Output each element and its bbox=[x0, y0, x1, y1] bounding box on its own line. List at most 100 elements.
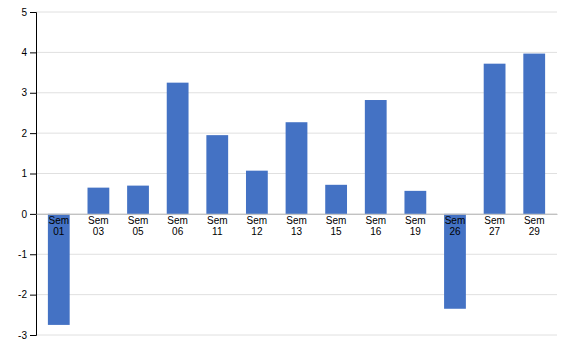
x-tick-label-line: 16 bbox=[370, 226, 382, 237]
y-tick-mark bbox=[30, 254, 36, 255]
y-tick-mark bbox=[30, 133, 36, 134]
x-tick-label: Sem26 bbox=[445, 215, 466, 237]
x-tick-label: Sem27 bbox=[484, 215, 505, 237]
y-tick: 0 bbox=[21, 209, 36, 220]
y-tick-label: 1 bbox=[21, 168, 27, 179]
y-tick: -3 bbox=[18, 330, 36, 341]
bar bbox=[325, 185, 347, 214]
grid-line bbox=[36, 12, 557, 13]
x-tick-label-line: 19 bbox=[410, 226, 422, 237]
grid-line bbox=[36, 335, 557, 336]
x-tick: Sem19 bbox=[405, 215, 426, 237]
x-tick: Sem06 bbox=[167, 215, 188, 237]
bar bbox=[167, 83, 189, 214]
x-tick-label-line: 06 bbox=[172, 226, 184, 237]
x-tick-label: Sem13 bbox=[286, 215, 307, 237]
x-tick-label: Sem19 bbox=[405, 215, 426, 237]
x-tick-label-line: 03 bbox=[93, 226, 105, 237]
x-tick-label: Sem16 bbox=[365, 215, 386, 237]
y-tick: -1 bbox=[18, 249, 36, 260]
x-tick-label-line: 15 bbox=[331, 226, 343, 237]
y-tick-mark bbox=[30, 295, 36, 296]
y-axis-line bbox=[30, 13, 37, 336]
x-tick-label-line: 27 bbox=[489, 226, 501, 237]
y-tick-label: 5 bbox=[21, 7, 27, 18]
x-tick-label-line: Sem bbox=[49, 215, 70, 226]
y-tick-label: -2 bbox=[18, 289, 27, 300]
bar bbox=[127, 186, 149, 214]
bar bbox=[484, 64, 506, 214]
x-axis: Sem01Sem03Sem05Sem06Sem11Sem12Sem13Sem15… bbox=[37, 214, 558, 237]
x-tick: Sem15 bbox=[326, 215, 347, 237]
x-tick-label-line: Sem bbox=[207, 215, 228, 226]
bar bbox=[404, 191, 426, 214]
bar bbox=[286, 122, 308, 214]
x-tick-label: Sem11 bbox=[207, 215, 228, 237]
x-tick-label: Sem12 bbox=[247, 215, 268, 237]
y-tick-label: -3 bbox=[18, 330, 27, 341]
x-tick-label: Sem29 bbox=[524, 215, 545, 237]
bar bbox=[48, 214, 70, 325]
x-tick: Sem16 bbox=[365, 215, 386, 237]
bars bbox=[48, 54, 545, 325]
y-tick-label: 2 bbox=[21, 128, 27, 139]
y-tick: 4 bbox=[21, 47, 36, 58]
y-tick-mark bbox=[30, 214, 36, 215]
bar bbox=[206, 135, 228, 214]
grid-line bbox=[36, 92, 557, 93]
bar bbox=[523, 54, 545, 214]
y-tick-label: 3 bbox=[21, 87, 27, 98]
x-tick-label-line: Sem bbox=[247, 215, 268, 226]
x-tick-label-line: 11 bbox=[212, 226, 223, 237]
x-tick-label-line: Sem bbox=[445, 215, 466, 226]
x-tick: Sem26 bbox=[445, 215, 466, 237]
x-tick-label-line: 26 bbox=[449, 226, 461, 237]
y-tick: 3 bbox=[21, 87, 36, 98]
grid bbox=[36, 12, 557, 335]
y-tick-mark bbox=[30, 174, 36, 175]
y-tick-mark bbox=[30, 93, 36, 94]
x-tick: Sem03 bbox=[88, 215, 109, 237]
x-tick-label-line: 29 bbox=[529, 226, 541, 237]
x-tick-label-line: Sem bbox=[88, 215, 109, 226]
y-tick: 5 bbox=[21, 7, 36, 18]
bar bbox=[246, 171, 268, 214]
x-tick-label-line: 12 bbox=[251, 226, 263, 237]
x-tick-label: Sem01 bbox=[49, 215, 70, 237]
y-tick-mark bbox=[30, 335, 36, 336]
x-tick-label: Sem05 bbox=[128, 215, 149, 237]
x-tick: Sem29 bbox=[524, 215, 545, 237]
y-tick-label: -1 bbox=[18, 249, 27, 260]
y-tick-label: 4 bbox=[21, 47, 27, 58]
x-tick-label-line: Sem bbox=[405, 215, 426, 226]
y-tick: 1 bbox=[21, 168, 36, 179]
y-tick: 2 bbox=[21, 128, 36, 139]
y-tick-label: 0 bbox=[21, 209, 27, 220]
x-tick: Sem13 bbox=[286, 215, 307, 237]
x-tick-label-line: Sem bbox=[524, 215, 545, 226]
x-tick: Sem11 bbox=[207, 215, 228, 237]
x-tick-label-line: Sem bbox=[484, 215, 505, 226]
x-tick-label-line: Sem bbox=[365, 215, 386, 226]
x-tick-label-line: 05 bbox=[132, 226, 144, 237]
y-tick: -2 bbox=[18, 289, 36, 300]
bar bbox=[88, 188, 110, 214]
plot: -3-2-1012345Sem01Sem03Sem05Sem06Sem11Sem… bbox=[18, 7, 557, 341]
x-tick-label-line: Sem bbox=[128, 215, 149, 226]
x-tick-label-line: 01 bbox=[53, 226, 65, 237]
x-tick-label-line: Sem bbox=[326, 215, 347, 226]
x-tick-label-line: Sem bbox=[167, 215, 188, 226]
x-tick-label: Sem15 bbox=[326, 215, 347, 237]
x-tick-label-line: 13 bbox=[291, 226, 303, 237]
x-tick-label-line: Sem bbox=[286, 215, 307, 226]
x-tick: Sem27 bbox=[484, 215, 505, 237]
grid-line bbox=[36, 294, 557, 295]
x-tick: Sem01 bbox=[49, 215, 70, 237]
x-tick: Sem05 bbox=[128, 215, 149, 237]
bar bbox=[365, 100, 387, 214]
bar bbox=[444, 214, 466, 309]
y-tick-mark bbox=[30, 12, 36, 13]
x-tick: Sem12 bbox=[247, 215, 268, 237]
chart: -3-2-1012345Sem01Sem03Sem05Sem06Sem11Sem… bbox=[0, 0, 569, 347]
grid-line bbox=[36, 254, 557, 255]
